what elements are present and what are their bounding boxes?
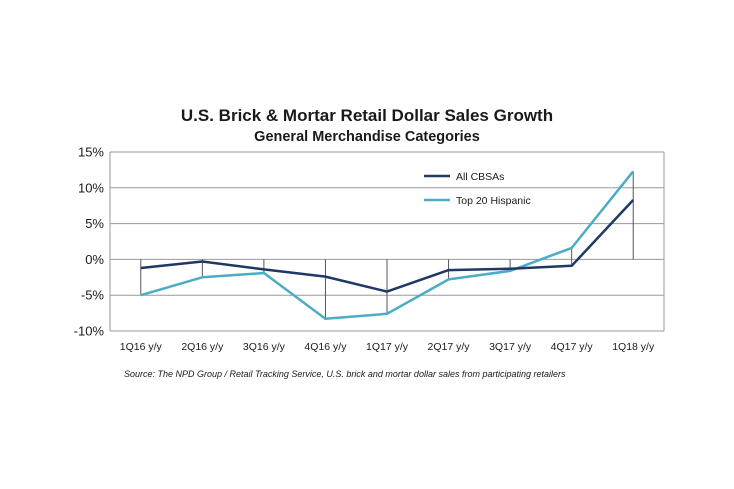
source-note: Source: The NPD Group / Retail Tracking … — [124, 369, 566, 379]
x-tick-label: 1Q18 y/y — [612, 341, 655, 353]
y-tick-label: 15% — [78, 145, 104, 160]
series-line-all-cbsas — [140, 199, 635, 293]
x-tick-label: 1Q17 y/y — [366, 341, 409, 353]
series-line-top-20-hispanic — [140, 170, 635, 321]
y-tick-label: 0% — [85, 252, 104, 267]
chart-subtitle: General Merchandise Categories — [254, 129, 480, 145]
y-tick-label: 10% — [78, 180, 104, 195]
x-tick-label: 4Q17 y/y — [551, 341, 594, 353]
x-tick-label: 2Q16 y/y — [181, 341, 224, 353]
x-tick-label: 4Q16 y/y — [304, 341, 347, 353]
legend-label-all-cbsas: All CBSAs — [456, 171, 504, 183]
x-tick-label: 2Q17 y/y — [428, 341, 471, 353]
legend-label-top-20-hispanic: Top 20 Hispanic — [456, 195, 531, 207]
x-tick-label: 3Q17 y/y — [489, 341, 532, 353]
x-tick-label: 1Q16 y/y — [120, 341, 163, 353]
x-tick-label: 3Q16 y/y — [243, 341, 286, 353]
chart-title: U.S. Brick & Mortar Retail Dollar Sales … — [181, 106, 553, 125]
y-tick-label: -10% — [74, 324, 105, 339]
y-tick-label: 5% — [85, 216, 104, 231]
plot-area: 15% 10% 5% 0% -5% -10% 1Q16 y/y 2Q16 y/y 3Q16 y/… — [74, 145, 665, 353]
legend: All CBSAs Top 20 Hispanic — [424, 171, 531, 207]
y-tick-label: -5% — [81, 288, 105, 303]
